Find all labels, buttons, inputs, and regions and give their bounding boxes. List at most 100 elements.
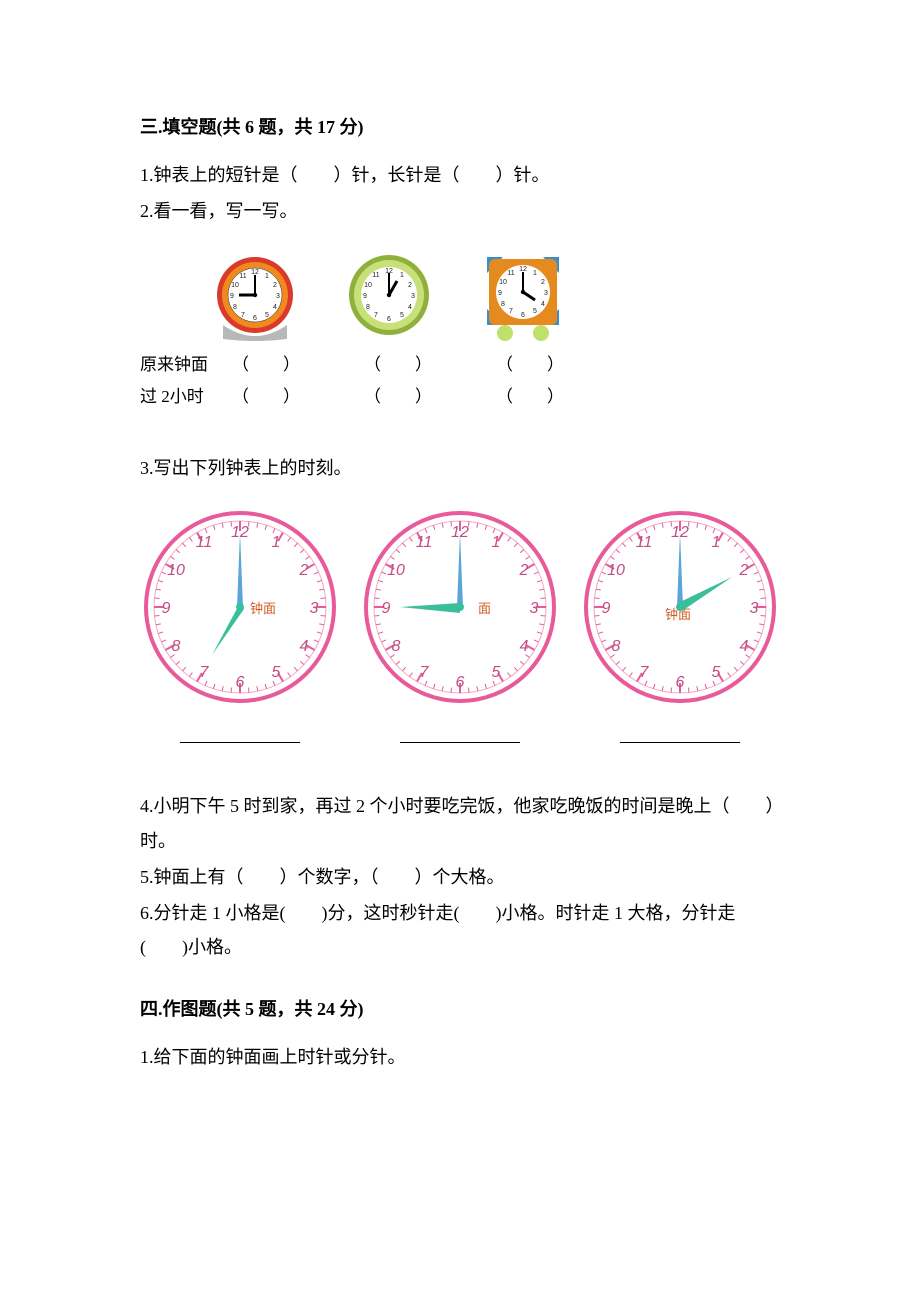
q2-answer-grid: 原来钟面 （ ） （ ） （ ） 过 2小时 （ ） （ ） （ ）: [140, 349, 780, 414]
alarm-clock-red-svg: 12 1 2 3 4 5 6 7 8 9 10 11: [205, 251, 305, 343]
svg-text:6: 6: [387, 316, 391, 323]
svg-text:4: 4: [541, 301, 545, 308]
pink-clock-3-svg: 12 1 2 3 4 5 6 7 8 9 10 11 钟面: [580, 507, 780, 707]
svg-text:8: 8: [233, 304, 237, 311]
svg-text:11: 11: [416, 534, 433, 551]
svg-text:8: 8: [501, 301, 505, 308]
svg-text:1: 1: [492, 534, 501, 551]
svg-text:9: 9: [230, 293, 234, 300]
svg-text:5: 5: [492, 664, 501, 681]
svg-text:4: 4: [520, 638, 529, 655]
svg-text:11: 11: [372, 272, 379, 279]
svg-text:2: 2: [541, 279, 545, 286]
q2-r2c1: （ ）: [232, 381, 364, 413]
svg-text:3: 3: [276, 293, 280, 300]
q3-clock-3: 12 1 2 3 4 5 6 7 8 9 10 11 钟面: [580, 507, 780, 743]
svg-text:1: 1: [400, 272, 404, 279]
section-3-header: 三.填空题(共 6 题，共 17 分): [140, 110, 780, 144]
svg-text:7: 7: [640, 664, 650, 681]
pink-clock-2-svg: 12 1 2 3 4 5 6 7 8 9 10 11 面: [360, 507, 560, 707]
svg-text:11: 11: [636, 534, 653, 551]
svg-text:8: 8: [392, 638, 401, 655]
svg-text:2: 2: [273, 282, 277, 289]
svg-text:3: 3: [530, 600, 539, 617]
svg-text:6: 6: [676, 674, 685, 691]
q2-row1-label: 原来钟面: [140, 349, 232, 381]
q3-answer-1: [180, 725, 300, 743]
svg-text:6: 6: [456, 674, 465, 691]
svg-text:3: 3: [544, 290, 548, 297]
svg-text:2: 2: [519, 562, 529, 579]
svg-text:11: 11: [239, 273, 246, 280]
svg-text:11: 11: [196, 534, 213, 551]
svg-text:7: 7: [509, 308, 513, 315]
pink-clock-1-svg: 12 1 2 3 4 5 6 7 8 9 10 11 钟面: [140, 507, 340, 707]
svg-text:11: 11: [507, 270, 514, 277]
svg-text:6: 6: [521, 312, 525, 319]
q4-1: 1.给下面的钟面画上时针或分针。: [140, 1040, 780, 1074]
svg-text:9: 9: [363, 293, 367, 300]
svg-text:10: 10: [364, 282, 372, 289]
svg-text:12: 12: [251, 269, 259, 276]
clock-center-label: 钟面: [250, 601, 276, 616]
svg-text:5: 5: [712, 664, 721, 681]
svg-text:9: 9: [602, 600, 611, 617]
svg-text:10: 10: [499, 279, 507, 286]
svg-text:2: 2: [299, 562, 309, 579]
svg-text:12: 12: [519, 266, 527, 273]
svg-text:3: 3: [750, 600, 759, 617]
q2-r2c2: （ ）: [364, 381, 496, 413]
svg-text:4: 4: [273, 304, 277, 311]
q3-5: 5.钟面上有（ ）个数字，（ ）个大格。: [140, 860, 780, 894]
q3-clock-row: 1 2 1 2 3 4 5 6 7 8 9 10 11 钟面: [140, 507, 780, 743]
svg-text:8: 8: [172, 638, 181, 655]
svg-text:2: 2: [739, 562, 749, 579]
q3-2-intro: 2.看一看，写一写。: [140, 194, 780, 228]
svg-text:7: 7: [200, 664, 210, 681]
clock-center-label: 面: [478, 601, 491, 616]
svg-text:2: 2: [408, 282, 412, 289]
q3-clock-1: 12 1 2 3 4 5 6 7 8 9 10 11 钟面: [140, 507, 340, 743]
worksheet-page: 三.填空题(共 6 题，共 17 分) 1.钟表上的短针是（ ）针，长针是（ ）…: [0, 0, 920, 1177]
svg-text:6: 6: [236, 674, 245, 691]
svg-text:5: 5: [265, 312, 269, 319]
svg-text:9: 9: [498, 290, 502, 297]
q2-row2-label: 过 2小时: [140, 381, 232, 413]
q2-r1c3: （ ）: [496, 349, 628, 381]
svg-text:1: 1: [265, 273, 269, 280]
q2-clock-1: 12 1 2 3 4 5 6 7 8 9 10 11: [200, 251, 310, 343]
svg-text:3: 3: [310, 600, 319, 617]
svg-text:1: 1: [272, 534, 281, 551]
q3-6: 6.分针走 1 小格是( )分，这时秒针走( )小格。时针走 1 大格，分针走(…: [140, 896, 780, 964]
svg-text:7: 7: [241, 312, 245, 319]
svg-text:6: 6: [253, 315, 257, 322]
q2-r1c2: （ ）: [364, 349, 496, 381]
svg-text:7: 7: [374, 312, 378, 319]
q3-answer-3: [620, 725, 740, 743]
svg-text:5: 5: [400, 312, 404, 319]
svg-text:4: 4: [300, 638, 309, 655]
svg-text:3: 3: [411, 293, 415, 300]
q3-answer-2: [400, 725, 520, 743]
svg-text:8: 8: [366, 304, 370, 311]
q3-clock-2: 12 1 2 3 4 5 6 7 8 9 10 11 面: [360, 507, 560, 743]
svg-text:10: 10: [167, 562, 185, 579]
svg-text:10: 10: [231, 282, 239, 289]
round-clock-green-svg: 12 1 2 3 4 5 6 7 8 9 10 11: [344, 251, 434, 343]
svg-text:1: 1: [712, 534, 721, 551]
svg-text:8: 8: [612, 638, 621, 655]
q2-r1c1: （ ）: [232, 349, 364, 381]
q3-1: 1.钟表上的短针是（ ）针，长针是（ ）针。: [140, 158, 780, 192]
svg-text:9: 9: [382, 600, 391, 617]
svg-text:10: 10: [607, 562, 625, 579]
svg-text:4: 4: [740, 638, 749, 655]
q2-clock-2: 12 1 2 3 4 5 6 7 8 9 10 11: [334, 251, 444, 343]
svg-text:4: 4: [408, 304, 412, 311]
svg-text:7: 7: [420, 664, 430, 681]
svg-text:1: 1: [533, 270, 537, 277]
section-4-header: 四.作图题(共 5 题，共 24 分): [140, 992, 780, 1026]
q2-clock-3: 12 1 2 3 4 5 6 7 8 9 10 11: [468, 247, 578, 343]
q3-3-intro: 3.写出下列钟表上的时刻。: [140, 451, 780, 485]
q3-4: 4.小明下午 5 时到家，再过 2 个小时要吃完饭，他家吃晚饭的时间是晚上（ ）…: [140, 789, 780, 857]
svg-text:5: 5: [272, 664, 281, 681]
